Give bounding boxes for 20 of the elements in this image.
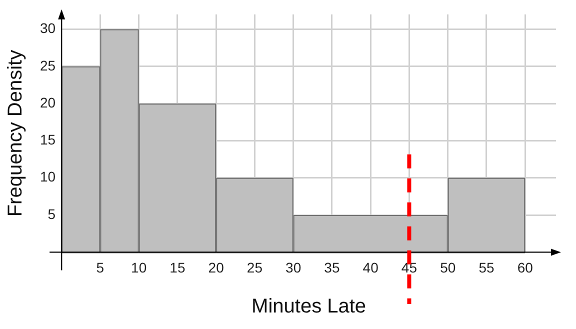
y-tick-label: 15: [40, 132, 56, 148]
x-tick-label: 5: [96, 259, 104, 276]
x-tick-label: 10: [131, 259, 147, 276]
x-tick-label: 15: [170, 259, 186, 276]
x-tick-label: 60: [517, 259, 534, 276]
x-tick-label: 35: [324, 259, 340, 276]
y-tick-label: 10: [40, 168, 56, 185]
x-tick-label: 50: [440, 259, 456, 276]
y-tick-label: 30: [40, 20, 56, 36]
y-tick-label: 25: [40, 57, 56, 74]
y-tick-label: 5: [48, 206, 56, 222]
x-tick-label: 55: [478, 259, 494, 276]
x-tick-label: 30: [286, 259, 302, 276]
y-axis-title: Frequency Density: [4, 50, 27, 217]
y-tick-label: 20: [40, 94, 56, 110]
x-axis-title: Minutes Late: [252, 296, 366, 318]
x-tick-label: 25: [246, 259, 263, 276]
x-tick-label: 40: [362, 259, 379, 276]
x-tick-label: 45: [401, 259, 418, 276]
x-tick-label: 20: [208, 259, 224, 276]
